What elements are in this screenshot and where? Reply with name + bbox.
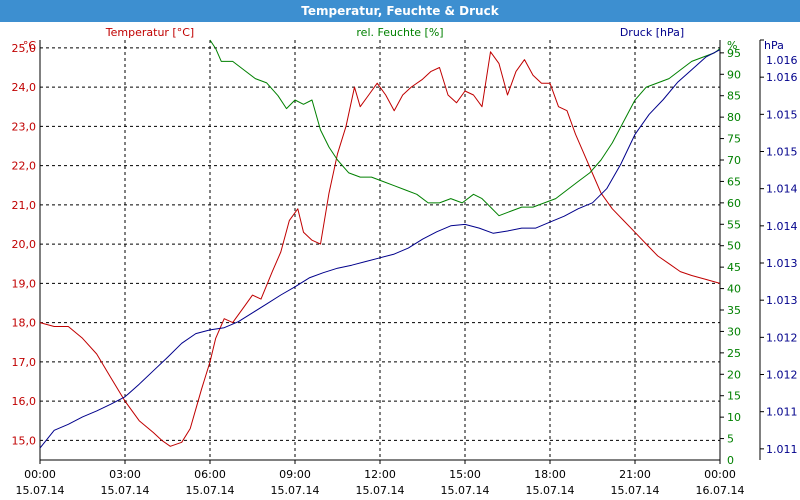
pressure-tick-label: 1.012: [766, 369, 798, 382]
humidity-tick-label: 10: [727, 411, 741, 424]
humidity-tick-label: 90: [727, 68, 741, 81]
temperature-tick-label: 16,0: [12, 395, 37, 408]
x-tick-date: 15.07.14: [186, 484, 235, 497]
temperature-tick-label: 21,0: [12, 199, 37, 212]
pressure-unit: hPa: [764, 39, 784, 52]
temperature-tick-label: 22,0: [12, 160, 37, 173]
x-tick-date: 15.07.14: [101, 484, 150, 497]
x-tick-date: 15.07.14: [16, 484, 65, 497]
temperature-tick-label: 15,0: [12, 434, 37, 447]
temperature-tick-label: 17,0: [12, 356, 37, 369]
humidity-tick-label: 15: [727, 390, 741, 403]
humidity-axis-title: rel. Feuchte [%]: [356, 26, 443, 39]
x-tick-date: 16.07.14: [696, 484, 745, 497]
pressure-tick-label: 1.013: [766, 294, 798, 307]
x-tick-time: 00:00: [24, 468, 56, 481]
pressure-tick-label: 1.014: [766, 183, 798, 196]
x-tick-time: 12:00: [364, 468, 396, 481]
temperature-series-line: [39, 51, 721, 447]
temperature-tick-label: 24,0: [12, 81, 37, 94]
weather-chart: 00:00 15.07.14 03:00 15.07.14 06:00 15.07.14 0…: [12, 26, 798, 497]
temperature-tick-label: 18,0: [12, 317, 37, 330]
x-tick-date: 15.07.14: [526, 484, 575, 497]
humidity-tick-label: 35: [727, 304, 741, 317]
temperature-tick-label: 19,0: [12, 277, 37, 290]
chart-grid: [39, 40, 721, 460]
pressure-tick-label: 1.015: [766, 108, 798, 121]
humidity-tick-label: 65: [727, 175, 741, 188]
temperature-tick-label: 23,0: [12, 120, 37, 133]
pressure-tick-label: 1.016: [766, 54, 798, 67]
humidity-tick-label: 75: [727, 133, 741, 146]
humidity-tick-label: 60: [727, 197, 741, 210]
pressure-axis-title: Druck [hPa]: [620, 26, 684, 39]
humidity-unit: %: [727, 39, 737, 52]
humidity-tick-label: 85: [727, 90, 741, 103]
humidity-series-line: [209, 39, 721, 217]
pressure-tick-label: 1.015: [766, 146, 798, 159]
humidity-tick-label: 25: [727, 347, 741, 360]
chart-series: [39, 39, 721, 449]
x-tick-time: 03:00: [109, 468, 141, 481]
chart-labels: 00:00 15.07.14 03:00 15.07.14 06:00 15.07.14 0…: [12, 26, 798, 497]
x-tick-time: 15:00: [449, 468, 481, 481]
pressure-tick-label: 1.012: [766, 331, 798, 344]
humidity-tick-label: 70: [727, 154, 741, 167]
humidity-tick-label: 45: [727, 261, 741, 274]
temperature-tick-label: 25,0: [12, 42, 37, 55]
pressure-tick-label: 1.014: [766, 220, 798, 233]
pressure-tick-label: 1.011: [766, 406, 798, 419]
x-tick-date: 15.07.14: [271, 484, 320, 497]
x-tick-time: 06:00: [194, 468, 226, 481]
temperature-axis-title: Temperatur [°C]: [105, 26, 194, 39]
pressure-tick-label: 1.013: [766, 257, 798, 270]
humidity-tick-label: 30: [727, 325, 741, 338]
humidity-tick-label: 80: [727, 111, 741, 124]
x-tick-date: 15.07.14: [441, 484, 490, 497]
humidity-tick-label: 55: [727, 218, 741, 231]
humidity-tick-label: 40: [727, 283, 741, 296]
window-title: Temperatur, Feuchte & Druck: [0, 0, 800, 22]
x-tick-date: 15.07.14: [611, 484, 660, 497]
chart-axes: [39, 39, 764, 464]
humidity-tick-label: 50: [727, 240, 741, 253]
pressure-tick-label: 1.011: [766, 443, 798, 456]
humidity-tick-label: 5: [727, 433, 734, 446]
humidity-tick-label: 20: [727, 368, 741, 381]
pressure-series-line: [39, 49, 721, 449]
x-tick-time: 09:00: [279, 468, 311, 481]
x-tick-time: 21:00: [619, 468, 651, 481]
x-tick-date: 15.07.14: [356, 484, 405, 497]
x-tick-time: 00:00: [704, 468, 736, 481]
humidity-tick-label: 0: [727, 454, 734, 467]
temperature-unit: °C: [23, 39, 37, 52]
pressure-tick-label: 1.016: [766, 71, 798, 84]
x-tick-time: 18:00: [534, 468, 566, 481]
temperature-tick-label: 20,0: [12, 238, 37, 251]
humidity-tick-label: 95: [727, 47, 741, 60]
